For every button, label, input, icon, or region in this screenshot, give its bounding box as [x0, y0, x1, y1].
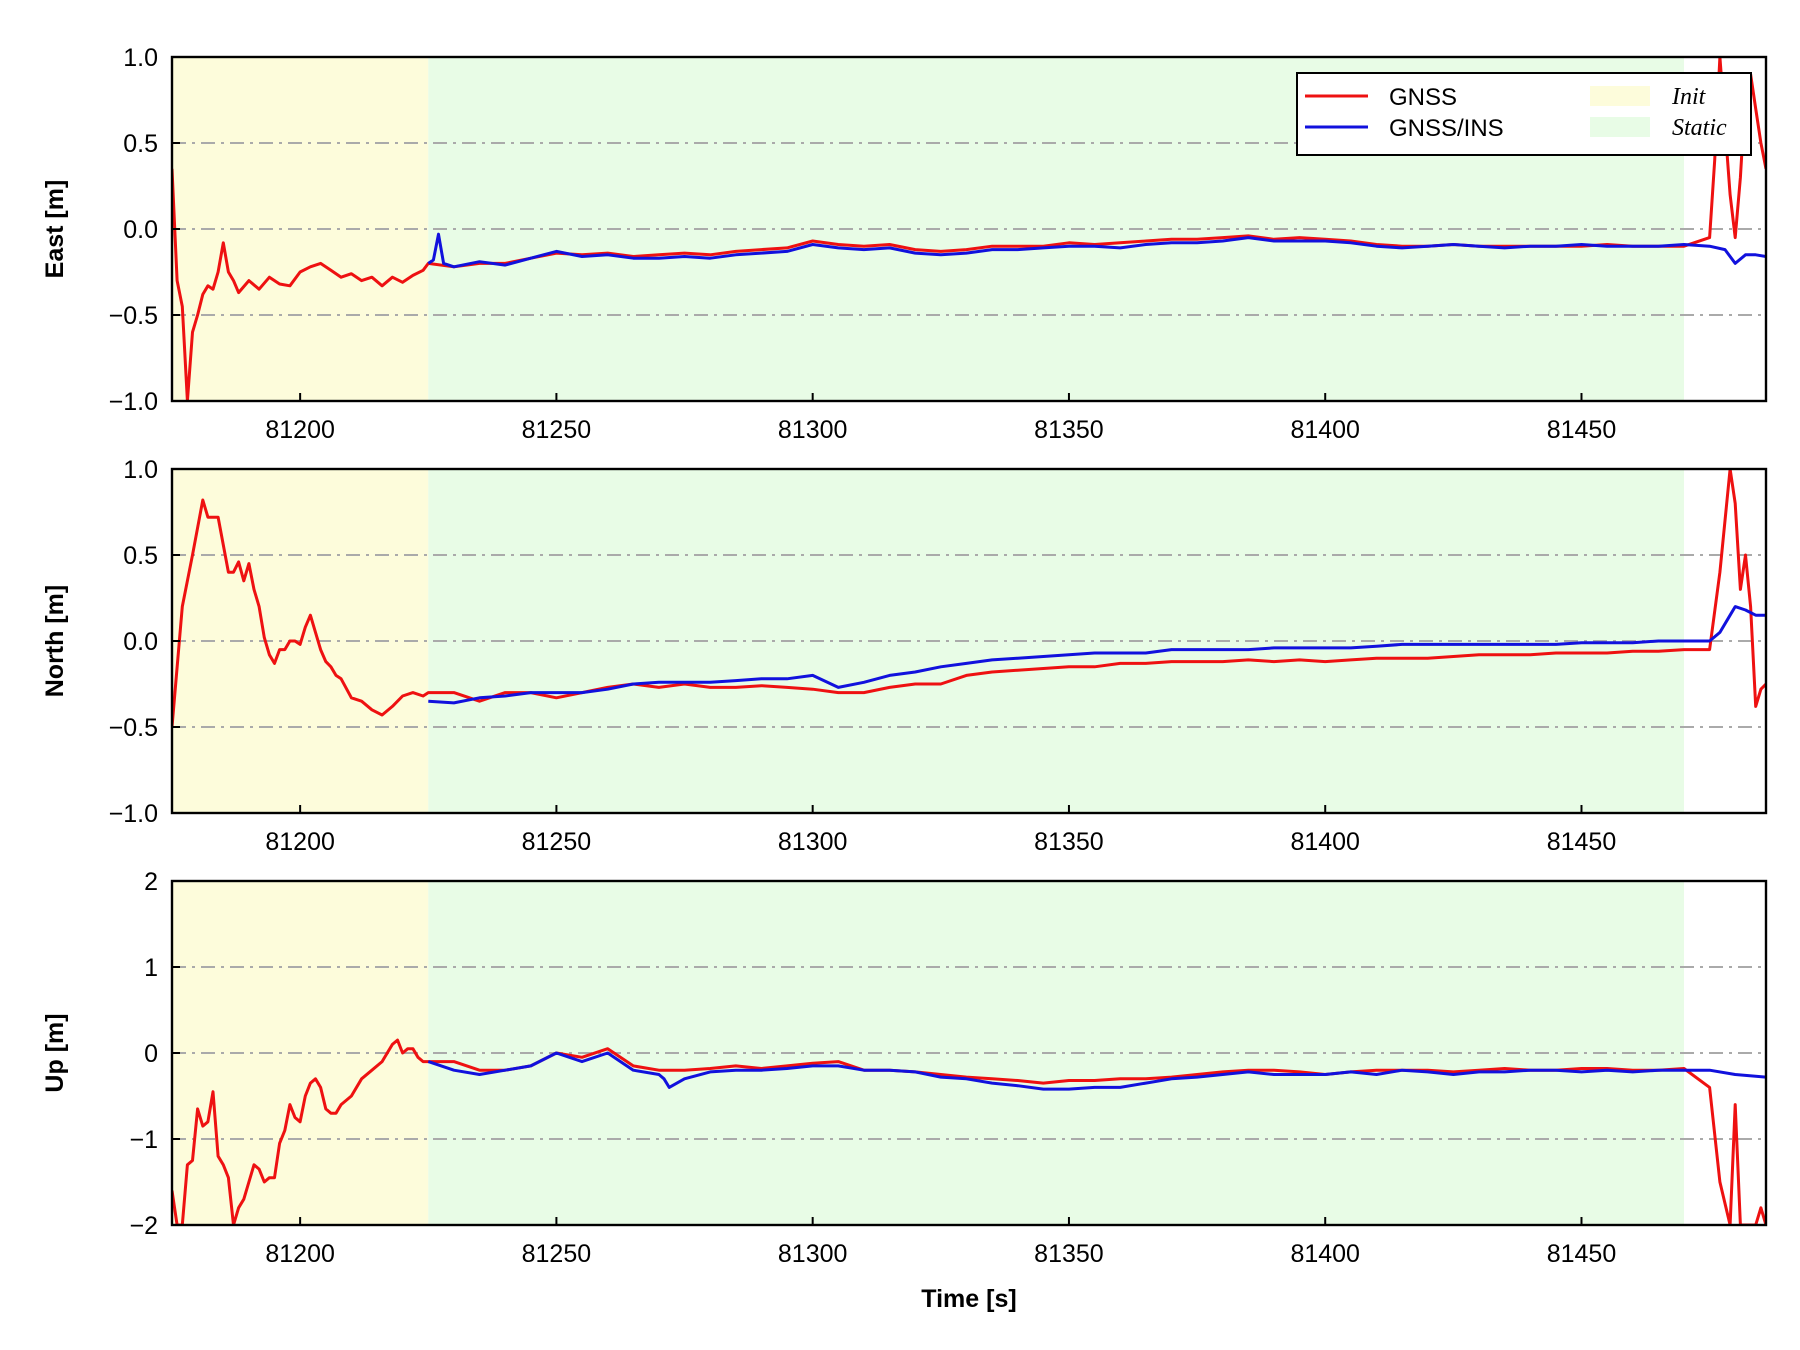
legend-label-gnss-ins: GNSS/INS — [1389, 115, 1504, 142]
y-axis-label-up: Up [m] — [41, 1013, 69, 1092]
y-tick-label: 1.0 — [123, 456, 158, 484]
x-tick-label: 81300 — [778, 1240, 848, 1268]
legend-label-init: Init — [1671, 84, 1707, 110]
panel-up: −2 −1 0 1 2 81200 81250 81300 81350 81400 81450 Up … — [41, 868, 1768, 1313]
x-tick-label: 81400 — [1290, 416, 1360, 444]
y-tick-label: 1.0 — [123, 44, 158, 72]
y-tick-label: 0 — [144, 1040, 158, 1068]
x-tick-label: 81200 — [265, 416, 335, 444]
x-tick-label: 81200 — [265, 828, 335, 856]
x-tick-label: 81450 — [1547, 828, 1617, 856]
series-gnss-ins-up — [427, 1051, 1766, 1091]
series-gnss-up — [172, 1038, 1766, 1225]
x-axis-label: Time [s] — [921, 1285, 1016, 1313]
y-tick-label: 0.0 — [123, 628, 158, 656]
legend-swatch-static — [1590, 117, 1650, 137]
y-tick-label: −1.0 — [109, 800, 158, 828]
legend-box — [1296, 72, 1752, 156]
x-tick-label: 81300 — [778, 416, 848, 444]
y-axis-label-north: North [m] — [41, 585, 69, 697]
y-tick-label: 0.5 — [123, 130, 158, 158]
y-tick-label: −1 — [129, 1126, 158, 1154]
y-tick-label: 1 — [144, 954, 158, 982]
series-gnss-north — [172, 469, 1766, 728]
series-gnss-ins-north — [428, 605, 1766, 705]
x-tick-label: 81300 — [778, 828, 848, 856]
legend-swatch-init — [1590, 86, 1650, 106]
x-tick-label: 81450 — [1547, 416, 1617, 444]
x-tick-label: 81200 — [265, 1240, 335, 1268]
x-tick-label: 81400 — [1290, 1240, 1360, 1268]
x-tick-label: 81250 — [522, 828, 592, 856]
legend-label-gnss: GNSS — [1389, 84, 1457, 111]
x-tick-label: 81350 — [1034, 416, 1104, 444]
y-tick-label: −0.5 — [109, 714, 158, 742]
y-tick-label: −2 — [129, 1212, 158, 1240]
legend-label-static: Static — [1672, 115, 1727, 141]
x-tick-label: 81250 — [522, 416, 592, 444]
y-axis-label-east: East [m] — [41, 180, 69, 279]
x-tick-label: 81250 — [522, 1240, 592, 1268]
y-tick-label: 0.0 — [123, 216, 158, 244]
y-tick-label: 0.5 — [123, 542, 158, 570]
panel-north: −1.0 −0.5 0.0 0.5 1.0 81200 81250 81300 81350 814… — [41, 456, 1768, 856]
x-tick-label: 81450 — [1547, 1240, 1617, 1268]
series-gnss-ins-east — [427, 232, 1766, 269]
legend: GNSS GNSS/INS Init Static — [1296, 72, 1752, 156]
x-tick-label: 81400 — [1290, 828, 1360, 856]
y-tick-label: −0.5 — [109, 302, 158, 330]
y-tick-label: 2 — [144, 868, 158, 896]
y-tick-label: −1.0 — [109, 388, 158, 416]
x-tick-label: 81350 — [1034, 828, 1104, 856]
x-tick-label: 81350 — [1034, 1240, 1104, 1268]
